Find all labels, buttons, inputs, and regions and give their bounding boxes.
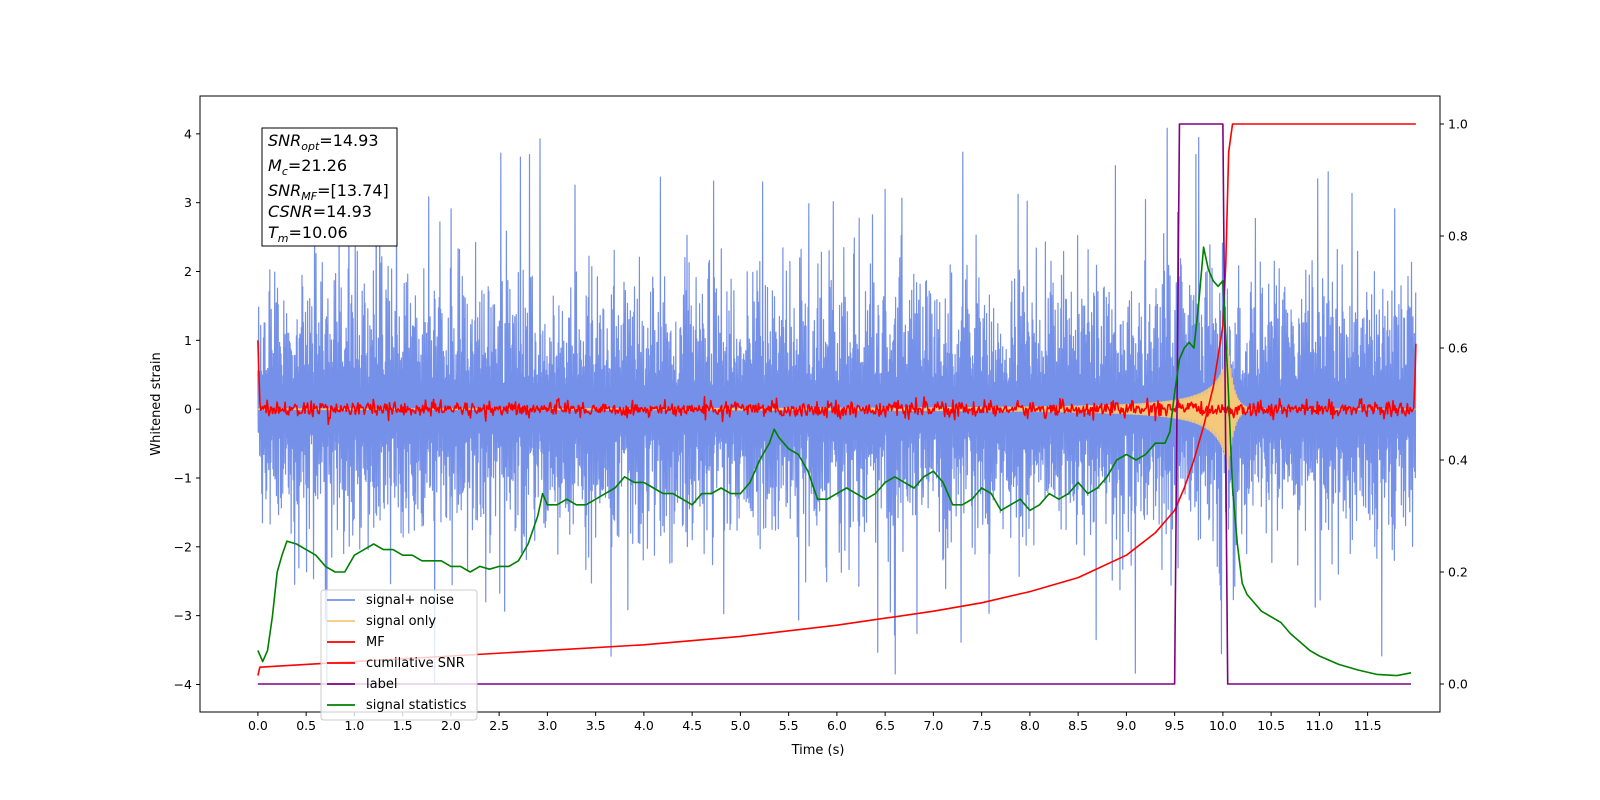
label-line xyxy=(257,123,1412,685)
x-tick-label: 0.0 xyxy=(248,718,268,733)
legend-item: signal statistics xyxy=(327,698,467,713)
y-tick-label: −3 xyxy=(174,608,192,623)
legend-label: cumilative SNR xyxy=(366,656,465,671)
y2-tick-label: 0.8 xyxy=(1448,229,1468,244)
y2-tick-label: 0.6 xyxy=(1448,341,1468,356)
x-tick-label: 2.0 xyxy=(441,718,461,733)
info-box: SNRopt=14.93 Mc=21.26 SNRMF=[13.74]CSNR=14… xyxy=(261,127,398,247)
plot-series xyxy=(257,123,1417,686)
signal-statistics-line xyxy=(257,246,1412,677)
y2-tick-label: 0.4 xyxy=(1448,453,1468,468)
y-tick-label: −2 xyxy=(174,539,192,554)
x-tick-label: 0.5 xyxy=(296,718,316,733)
legend-item: signal only xyxy=(327,614,436,629)
x-tick-label: 9.5 xyxy=(1165,718,1185,733)
info-box-frame xyxy=(261,127,398,247)
x-tick-label: 11.0 xyxy=(1305,718,1333,733)
axes: 0.0 0.5 1.0 1.5 2.0 2.5 3.0 3.5 4.0 4.5 5.0 5.5 6.0 6… xyxy=(174,117,1468,734)
y-tick-label: −4 xyxy=(174,677,192,692)
legend-item: MF xyxy=(327,635,385,650)
cumulative-snr-line xyxy=(257,123,1416,676)
y-tick-label: 4 xyxy=(184,126,192,141)
plot-frame xyxy=(199,95,1441,713)
x-tick-label: 5.5 xyxy=(779,718,799,733)
x-tick-label: 7.0 xyxy=(923,718,943,733)
x-tick-label: 9.0 xyxy=(1116,718,1136,733)
legend-item: label xyxy=(327,677,397,692)
x-tick-label: 2.5 xyxy=(489,718,509,733)
x-axis-label: Time (s) xyxy=(791,743,845,758)
legend-label: signal+ noise xyxy=(366,593,454,608)
y-axis-label: Whitened strain xyxy=(149,352,164,455)
legend: signal+ noise signal only MF cumilative SNR… xyxy=(320,589,478,721)
y-tick-label: 0 xyxy=(184,402,192,417)
info-line-2: SNRMF=[13.74] xyxy=(268,181,389,203)
x-tick-label: 1.5 xyxy=(393,718,413,733)
y2-tick-label: 0.0 xyxy=(1448,677,1468,692)
legend-label: signal statistics xyxy=(366,698,467,713)
info-line-0: SNRopt=14.93 xyxy=(268,131,379,153)
legend-item: signal+ noise xyxy=(327,593,454,608)
x-tick-label: 8.5 xyxy=(1068,718,1088,733)
x-tick-label: 4.5 xyxy=(682,718,702,733)
x-tick-label: 5.0 xyxy=(730,718,750,733)
x-tick-label: 3.5 xyxy=(586,718,606,733)
x-tick-label: 3.0 xyxy=(537,718,557,733)
y-tick-label: −1 xyxy=(174,470,192,485)
x-tick-label: 6.5 xyxy=(875,718,895,733)
y2-tick-label: 1.0 xyxy=(1448,117,1468,132)
x-tick-label: 1.0 xyxy=(344,718,364,733)
x-tick-label: 11.5 xyxy=(1354,718,1382,733)
legend-label: MF xyxy=(366,635,385,650)
x-tick-label: 8.0 xyxy=(1020,718,1040,733)
info-line-4: Tm=10.06 xyxy=(268,223,348,245)
x-tick-label: 10.5 xyxy=(1257,718,1285,733)
legend-label: signal only xyxy=(366,614,436,629)
info-line-1: Mc=21.26 xyxy=(268,156,347,178)
x-tick-label: 7.5 xyxy=(972,718,992,733)
y-tick-label: 3 xyxy=(184,195,192,210)
y2-tick-label: 0.2 xyxy=(1448,565,1468,580)
x-tick-label: 6.0 xyxy=(827,718,847,733)
legend-item: cumilative SNR xyxy=(327,656,465,671)
info-line-3: CSNR=14.93 xyxy=(268,202,372,221)
y-tick-label: 2 xyxy=(184,264,192,279)
mf-line xyxy=(257,340,1417,426)
y-tick-label: 1 xyxy=(184,333,192,348)
legend-label: label xyxy=(366,677,397,692)
legend-frame xyxy=(320,589,478,721)
x-tick-label: 10.0 xyxy=(1209,718,1237,733)
x-tick-label: 4.0 xyxy=(634,718,654,733)
